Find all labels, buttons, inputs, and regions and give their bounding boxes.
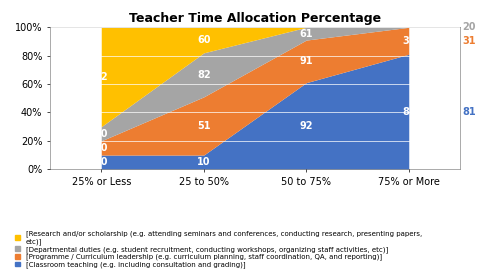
Text: 20: 20	[94, 143, 108, 153]
Text: 81: 81	[462, 107, 475, 117]
Text: 10: 10	[94, 157, 108, 167]
Text: 20: 20	[462, 22, 475, 32]
Text: 51: 51	[197, 121, 210, 131]
Text: 31: 31	[402, 36, 415, 46]
Text: 30: 30	[94, 129, 108, 139]
Text: 10: 10	[197, 157, 210, 167]
Text: 81: 81	[402, 107, 415, 117]
Text: 60: 60	[197, 35, 210, 45]
Text: 31: 31	[462, 36, 475, 46]
Legend: [Research and/or scholarship (e.g. attending seminars and conferences, conductin: [Research and/or scholarship (e.g. atten…	[14, 229, 424, 269]
Text: 61: 61	[300, 29, 313, 39]
Title: Teacher Time Allocation Percentage: Teacher Time Allocation Percentage	[129, 12, 381, 25]
Text: 82: 82	[197, 70, 210, 80]
Text: 82: 82	[94, 72, 108, 82]
Text: 91: 91	[300, 56, 313, 66]
Text: 92: 92	[300, 121, 313, 131]
